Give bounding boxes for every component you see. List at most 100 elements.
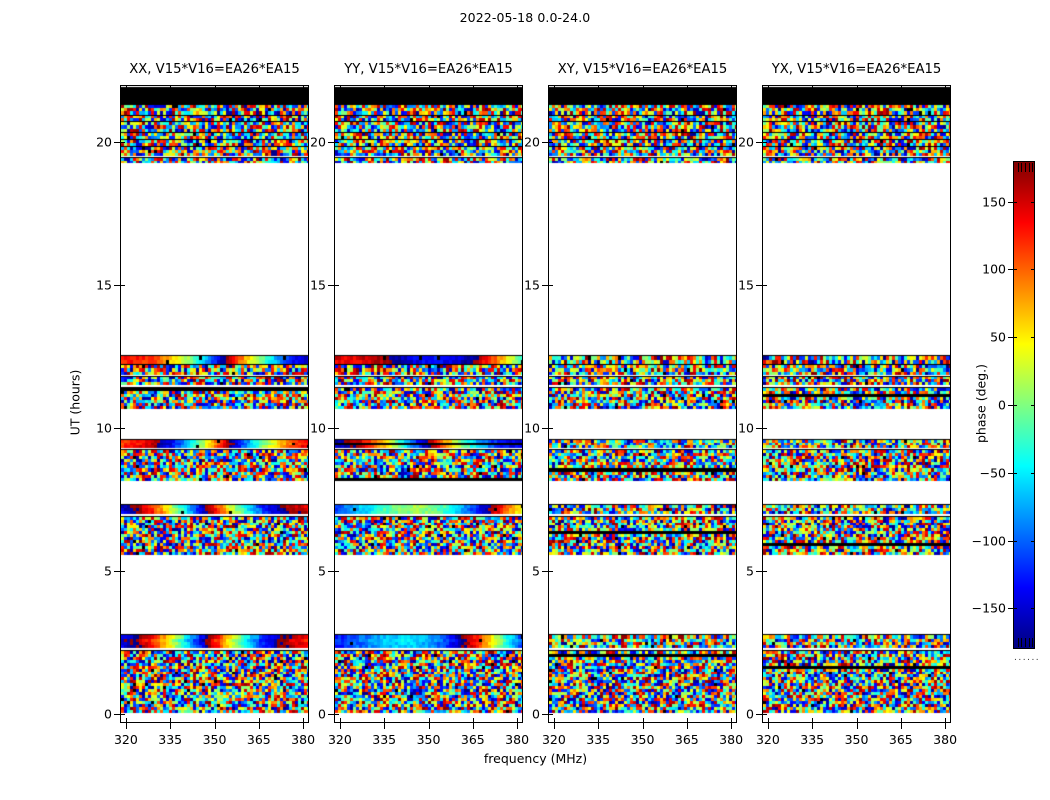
panel-yx-ytick-label: 5 — [746, 563, 754, 579]
colorbar-tick-inner-right — [1031, 472, 1035, 474]
panel-xx-ytick-inner — [120, 142, 125, 144]
panel-xx-xtick-label: 380 — [291, 732, 316, 747]
panel-xx-ytick-label: 15 — [96, 277, 112, 293]
panel-yx-ytick-inner — [762, 285, 767, 287]
colorbar-tick — [1008, 540, 1013, 542]
panel-yx-ytick-inner — [762, 714, 767, 716]
panel-xy-ytick-inner — [548, 571, 553, 573]
panel-xy-ytick-inner — [548, 428, 553, 430]
panel-yx-ytick — [756, 714, 762, 716]
panel-yy-xtick — [428, 723, 430, 729]
panel-yy-xtick-label: 350 — [416, 732, 441, 747]
panel-xx-xtick-label: 350 — [202, 732, 227, 747]
panel-xy-ytick-label: 0 — [532, 706, 540, 722]
panel-xx-ytick-label: 20 — [96, 134, 112, 150]
panel-xy-heatmap — [549, 86, 736, 722]
panel-xx-xtick — [303, 723, 305, 729]
panel-xy-xtick-top — [642, 85, 644, 90]
y-axis-label: UT (hours) — [67, 369, 83, 436]
panel-yx-ytick — [756, 428, 762, 430]
colorbar-tick-inner — [1013, 472, 1017, 474]
panel-yx-ytick-label: 0 — [746, 706, 754, 722]
panel-yy-ytick-inner — [334, 428, 339, 430]
panel-yx-xtick-label: 365 — [888, 732, 913, 747]
colorbar-tick-inner — [1013, 608, 1017, 610]
panel-yy-xtick-bottom-inner — [472, 718, 474, 723]
panel-yx-ytick — [756, 285, 762, 287]
panel-yy-axes[interactable] — [334, 85, 523, 723]
panel-yy-ytick-label: 10 — [310, 420, 326, 436]
panel-yx-xtick-bottom-inner — [812, 718, 814, 723]
panel-yy[interactable]: YY, V15*V16=EA26*EA15 0 5 10 15 20 320 335 350 36… — [310, 62, 529, 747]
panel-yx-xtick-top — [945, 85, 947, 90]
panel-yx-ytick-inner — [762, 142, 767, 144]
colorbar-tick — [1008, 472, 1013, 474]
panel-xy-ytick-label: 20 — [524, 134, 540, 150]
panel-xx-ytick-inner — [120, 285, 125, 287]
panel-xy-xtick-top — [731, 85, 733, 90]
panel-yy-xtick-top — [472, 85, 474, 90]
colorbar-tick — [1008, 269, 1013, 271]
panel-xy-ytick-label: 10 — [524, 420, 540, 436]
panel-yx-title: YX, V15*V16=EA26*EA15 — [771, 62, 942, 77]
colorbar-tick — [1008, 201, 1013, 203]
panel-yx[interactable]: YX, V15*V16=EA26*EA15 0 5 10 15 20 320 335 350 36… — [738, 62, 957, 747]
panel-xy-xtick-label: 335 — [586, 732, 611, 747]
panel-yy-xtick-bottom-inner — [517, 718, 519, 723]
panel-yx-xtick-label: 350 — [844, 732, 869, 747]
panel-yx-xtick-label: 335 — [800, 732, 825, 747]
panel-yy-heatmap — [335, 86, 522, 722]
panel-yy-ytick-inner — [334, 285, 339, 287]
panel-xx-title: XX, V15*V16=EA26*EA15 — [129, 62, 300, 77]
panel-yx-heatmap — [763, 86, 950, 722]
colorbar-tick-inner-right — [1031, 540, 1035, 542]
colorbar-tick-label: 50 — [990, 329, 1006, 345]
panel-xx-ytick — [114, 142, 120, 144]
panel-xy-xtick-bottom-inner — [598, 718, 600, 723]
panel-xy-axes[interactable] — [548, 85, 737, 723]
panel-xx-xtick — [170, 723, 172, 729]
panel-xx-ytick-inner — [120, 428, 125, 430]
panel-xx-ytick-inner — [120, 571, 125, 573]
panel-yx-xtick-label: 380 — [933, 732, 958, 747]
figure-suptitle: 2022-05-18 0.0-24.0 — [459, 10, 591, 25]
panel-xx-xtick-bottom-inner — [214, 718, 216, 723]
panel-yy-xtick — [517, 723, 519, 729]
panel-yx-xtick-bottom-inner — [767, 718, 769, 723]
panel-xy-xtick-bottom-inner — [553, 718, 555, 723]
panel-xy-xtick — [731, 723, 733, 729]
panel-xx[interactable]: XX, V15*V16=EA26*EA15 0 5 10 15 20 320 335 350 36… — [96, 62, 315, 747]
panel-yx-axes[interactable] — [762, 85, 951, 723]
panel-yx-xtick-top — [856, 85, 858, 90]
panel-xy-xtick — [598, 723, 600, 729]
panel-xy-xtick-label: 320 — [541, 732, 566, 747]
panel-xx-axes[interactable] — [120, 85, 309, 723]
panel-xx-xtick-top — [258, 85, 260, 90]
panel-yy-ytick-inner — [334, 142, 339, 144]
panel-xy[interactable]: XY, V15*V16=EA26*EA15 0 5 10 15 20 320 335 350 36… — [524, 62, 743, 747]
colorbar[interactable]: −150 −100 −50 0 50 100 150 — [972, 161, 1035, 649]
colorbar-tick-inner — [1013, 269, 1017, 271]
panel-xx-xtick — [258, 723, 260, 729]
panel-yy-ytick-label: 15 — [310, 277, 326, 293]
panel-yy-ytick — [328, 714, 334, 716]
panel-xy-xtick-bottom-inner — [731, 718, 733, 723]
panel-yy-ytick-label: 20 — [310, 134, 326, 150]
panel-yy-xtick-bottom-inner — [339, 718, 341, 723]
panel-yx-ytick-label: 15 — [738, 277, 754, 293]
panel-xx-xtick-bottom-inner — [125, 718, 127, 723]
colorbar-tick-label: −100 — [971, 533, 1006, 549]
panel-yy-ytick-inner — [334, 714, 339, 716]
panel-xy-ytick-inner — [548, 285, 553, 287]
panel-yy-xtick-top — [384, 85, 386, 90]
colorbar-tick-inner-right — [1031, 405, 1035, 406]
panel-yy-xtick-label: 380 — [505, 732, 530, 747]
panel-xx-xtick-label: 320 — [113, 732, 138, 747]
colorbar-tick-inner — [1013, 201, 1017, 203]
panel-yx-xtick-bottom-inner — [900, 718, 902, 723]
panel-yx-xtick-bottom-inner — [945, 718, 947, 723]
panel-yy-ytick-label: 0 — [318, 706, 326, 722]
panel-yx-ytick-inner — [762, 571, 767, 573]
colorbar-tick — [1008, 405, 1013, 406]
panel-yx-xtick — [900, 723, 902, 729]
